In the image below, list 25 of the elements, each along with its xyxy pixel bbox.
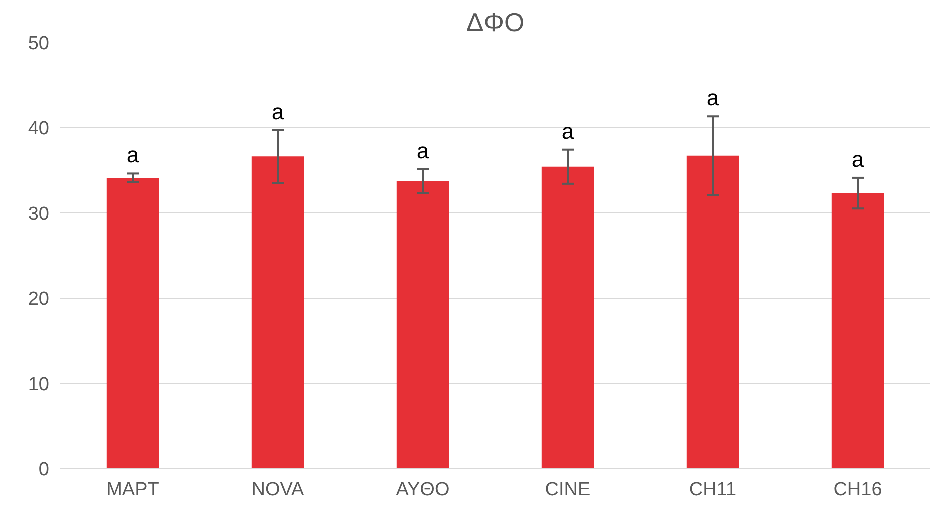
bar [252,156,304,468]
x-tick-label: MAPT [106,480,160,500]
x-tick-label: AYΘO [396,480,450,500]
y-tick-label: 20 [28,289,50,310]
annotation: a [272,99,285,124]
x-tick-label: NOVA [252,480,305,500]
annotation: a [706,86,720,111]
chart-title: ΔΦΟ [466,8,525,38]
x-tick-label: CINE [545,480,591,500]
x-tick-label: CH11 [689,480,737,500]
bar [832,193,884,468]
y-tick-label: 30 [28,204,50,225]
bar [106,178,160,468]
annotation: a [852,146,865,172]
bar [686,156,740,468]
y-tick-label: 0 [38,460,50,480]
annotation: a [126,142,140,168]
y-tick-label: 10 [28,374,50,396]
annotation: a [416,138,430,164]
y-tick-label: 50 [28,34,50,54]
y-tick-label: 40 [28,118,50,140]
annotation: a [562,118,575,144]
x-tick-label: CH16 [834,480,882,500]
bar [542,166,594,468]
bar [396,181,450,468]
